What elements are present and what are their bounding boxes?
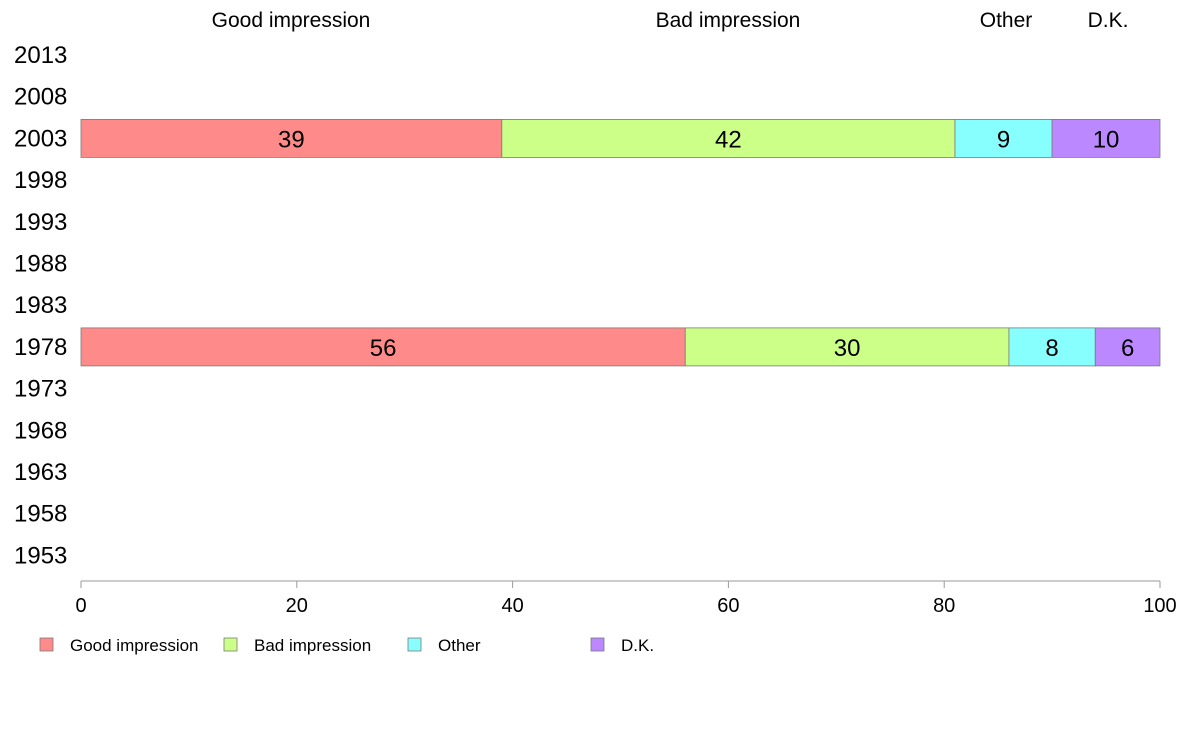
category-header: Other: [980, 9, 1033, 32]
x-tick-label: 0: [75, 595, 86, 617]
category-header: D.K.: [1088, 9, 1129, 32]
legend-swatch: [223, 637, 238, 652]
bar-segment: [954, 119, 1053, 158]
y-tick-label: 1953: [14, 542, 67, 569]
bar-data-label: 8: [1045, 335, 1058, 362]
bar-data-label: 56: [370, 335, 397, 362]
category-header: Good impression: [212, 9, 371, 32]
y-tick-label: 1978: [14, 334, 67, 361]
legend-label: Other: [438, 636, 481, 655]
legend-label: D.K.: [621, 636, 654, 655]
x-tick-label: 60: [717, 595, 739, 617]
bar-segment: [501, 119, 956, 158]
bar-data-label: 30: [834, 335, 861, 362]
y-tick-label: 1988: [14, 251, 67, 278]
bar-segment: [684, 327, 1010, 367]
legend-label: Bad impression: [254, 636, 371, 655]
bars: 39 42 9 10 56 30 8 6: [80, 119, 1161, 367]
x-tick-label: 20: [286, 595, 308, 617]
bar-data-label: 42: [715, 126, 742, 153]
y-tick-label: 1958: [14, 501, 67, 528]
category-headers: Good impression Bad impression Other D.K.: [212, 9, 1129, 32]
bar-segment: [1094, 327, 1161, 367]
y-tick-label: 2008: [14, 84, 67, 111]
x-tick-label: 100: [1143, 595, 1176, 617]
x-tick-label: 40: [501, 595, 523, 617]
x-tick-label: 80: [933, 595, 955, 617]
legend: Good impression Bad impression Other D.K.: [39, 636, 654, 655]
y-tick-label: 2013: [14, 42, 67, 69]
category-header: Bad impression: [656, 9, 801, 32]
bar-segment: [1008, 327, 1096, 367]
legend-swatch: [39, 637, 54, 652]
bar-segment: [80, 119, 503, 158]
y-tick-label: 1983: [14, 292, 67, 319]
y-tick-label: 1973: [14, 376, 67, 403]
legend-swatch: [407, 637, 422, 652]
bar-data-label: 10: [1093, 126, 1120, 153]
y-tick-label: 1998: [14, 167, 67, 194]
bar-data-label: 39: [278, 126, 305, 153]
bar-segment: [80, 327, 686, 367]
legend-label: Good impression: [70, 636, 199, 655]
legend-swatch: [590, 637, 605, 652]
y-tick-label: 2003: [14, 125, 67, 152]
bar-segment: [1051, 119, 1161, 158]
y-tick-label: 1968: [14, 417, 67, 444]
y-tick-label: 1963: [14, 459, 67, 486]
y-axis-tick-labels: 2013 2008 2003 1998 1993 1988 1983 1978 1973 1968…: [14, 42, 67, 569]
bar-data-label: 6: [1121, 335, 1134, 362]
x-axis: 0 20 40 60 80 100: [75, 580, 1177, 617]
y-tick-label: 1993: [14, 209, 67, 236]
bar-data-label: 9: [997, 126, 1010, 153]
